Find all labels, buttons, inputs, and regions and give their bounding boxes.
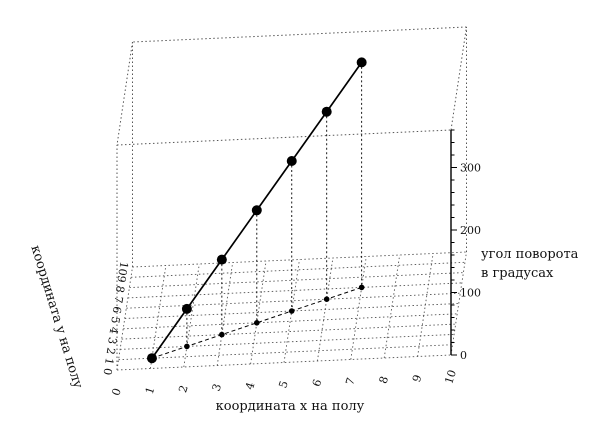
floor-projection-point (358, 284, 365, 291)
x-tick-label: 3 (210, 382, 225, 393)
x-tick-label: 4 (243, 381, 258, 392)
data-point (251, 205, 262, 216)
data-point (146, 353, 157, 364)
x-tick-label: 9 (410, 373, 425, 384)
z-axis-title-line-2: в градусах (481, 266, 554, 281)
x-tick-label: 0 (109, 387, 124, 398)
y-tick-label: 9 (114, 274, 128, 283)
box-edge (116, 129, 452, 146)
y-tick-label: 7 (111, 295, 125, 304)
y-tick-label: 10 (115, 261, 130, 277)
floor-grid-line-x (350, 256, 367, 360)
z-tick-label: 300 (460, 162, 481, 175)
x-axis-title: координата x на полу (216, 399, 365, 414)
floor-projection-point (184, 343, 190, 350)
x-tick-label: 6 (310, 378, 325, 389)
box-edge (116, 41, 133, 146)
z-tick-label: 200 (460, 224, 481, 237)
x-tick-label: 5 (276, 379, 291, 390)
floor-grid-line-x (450, 251, 467, 356)
y-tick-label: 3 (105, 336, 119, 345)
data-point (321, 106, 332, 117)
x-tick-label: 2 (176, 384, 191, 395)
floor-projection-point (219, 331, 225, 338)
drop-lines (149, 62, 365, 362)
floor-projection-point (288, 308, 295, 314)
y-tick-label: 2 (104, 346, 118, 355)
y-tick-label: 4 (107, 326, 121, 335)
data-point (356, 57, 367, 68)
data-point (286, 156, 297, 166)
y-tick-label: 5 (108, 316, 122, 325)
x-tick-label: 1 (143, 385, 158, 396)
data-series (146, 57, 367, 364)
data-point (181, 303, 192, 314)
box-edge (132, 26, 467, 43)
y-tick-label: 1 (102, 357, 116, 366)
data-point (216, 254, 227, 265)
z-axis-title-line-1: угол поворота (481, 247, 579, 262)
y-axis-title: координата y на полу (27, 244, 85, 391)
floor-grid-line-x (250, 260, 267, 365)
z-tick-label: 100 (460, 287, 481, 300)
y-tick-label: 0 (100, 367, 114, 376)
floor-grid-line-x (183, 263, 200, 368)
y-tick-label: 6 (110, 305, 124, 314)
floor-grid-line-x (383, 254, 401, 359)
floor-grid (116, 251, 467, 371)
y-tick-label: 8 (113, 285, 127, 294)
z-tick-label: 0 (460, 349, 467, 362)
x-tick-label: 7 (343, 376, 358, 387)
x-tick-label: 10 (442, 368, 459, 385)
box-edge (450, 26, 467, 131)
floor-projection-point (253, 320, 260, 326)
floor-projection-point (323, 296, 330, 303)
x-tick-label: 8 (377, 375, 392, 386)
